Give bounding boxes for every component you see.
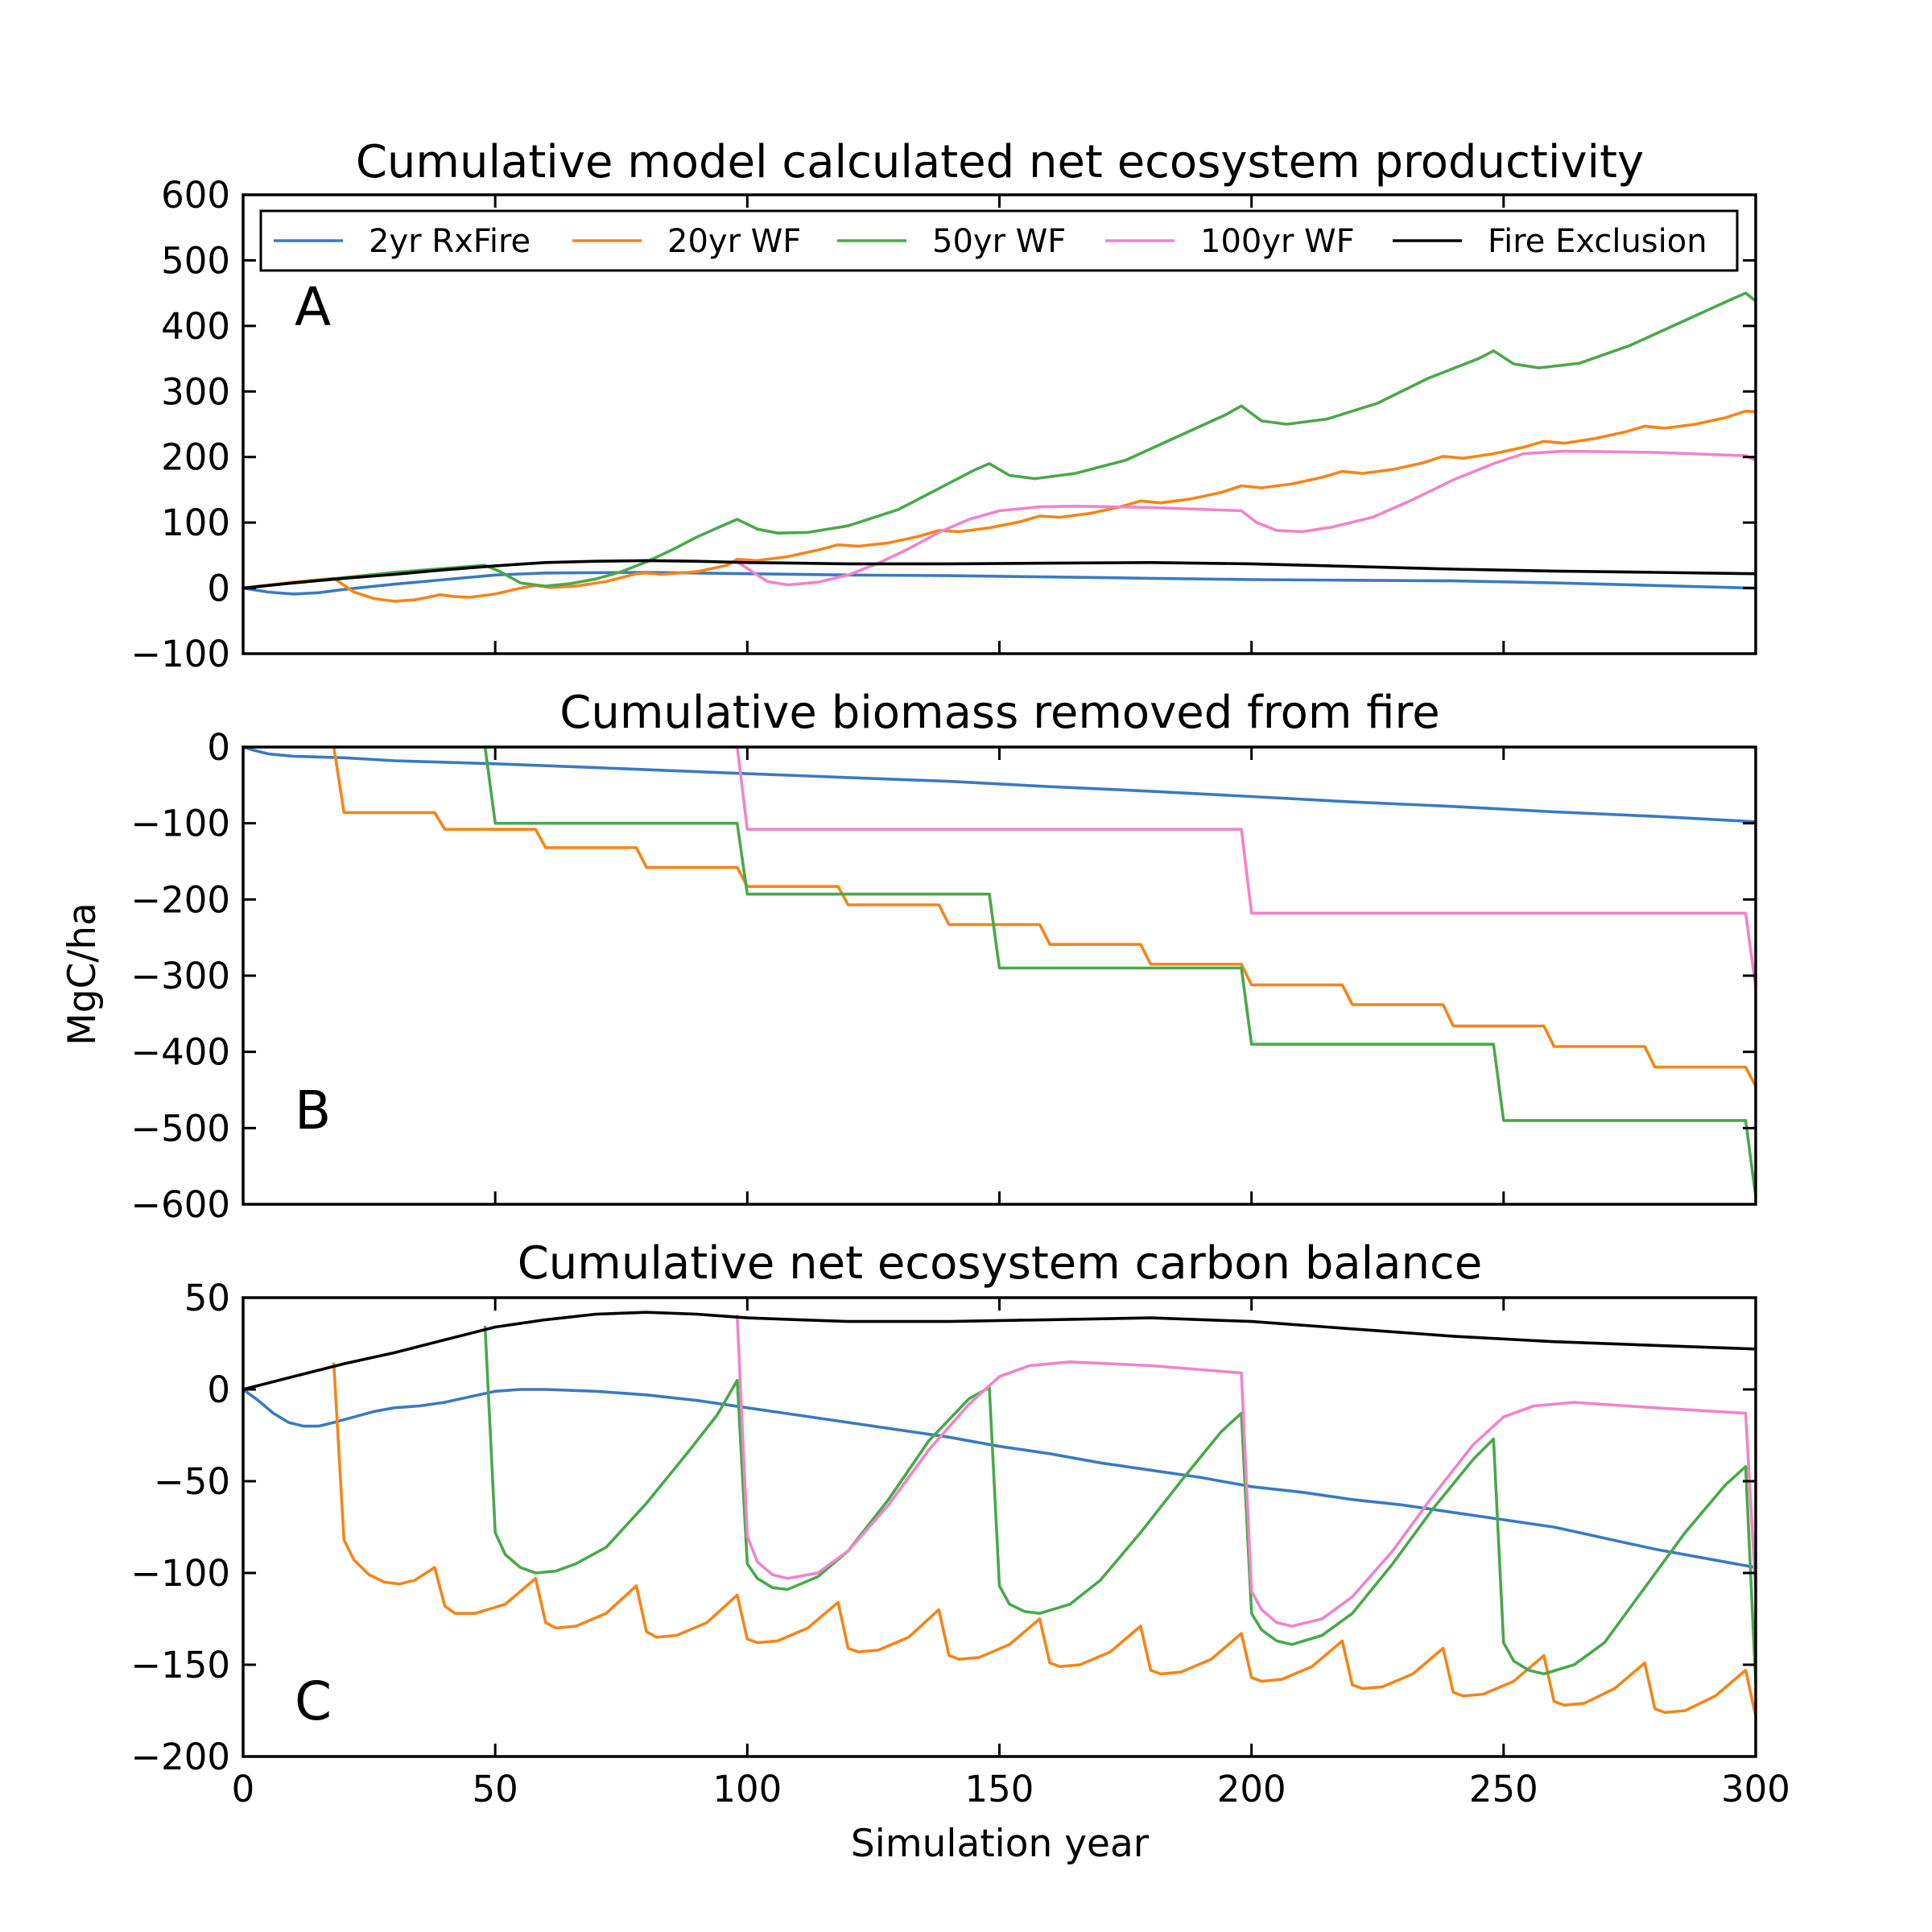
panel-a-yticks: −100 0 100 200 300 400 500 600: [130, 174, 1756, 675]
panel-b-series-100yr-wf: [736, 745, 1757, 989]
y-axis-label: MgC/ha: [60, 902, 105, 1046]
panel-c-ytick-label: −50: [154, 1460, 230, 1503]
panel-a-ytick-label: 600: [161, 174, 230, 217]
panel-a-ytick-label: 100: [161, 502, 230, 544]
panel-a-ytick-label: 300: [161, 370, 230, 413]
panel-a-ytick-label: 400: [161, 305, 230, 348]
legend-entry-fire-exclusion: Fire Exclusion: [1393, 223, 1707, 260]
panel-a-plot: [242, 291, 1757, 603]
panel-c-frame: [242, 1296, 1757, 1758]
panel-b-ytick-label: −300: [130, 955, 230, 997]
panel-c-plot: [242, 1311, 1757, 1718]
panel-c-title: Cumulative net ecosystem carbon balance: [518, 1237, 1483, 1290]
x-tick-label: 250: [1469, 1768, 1538, 1810]
x-tick-label: 200: [1217, 1768, 1286, 1810]
x-tick-label: 50: [473, 1768, 518, 1810]
panel-b: Cumulative biomass removed from fire −60…: [130, 687, 1757, 1226]
panel-b-label: B: [295, 1080, 331, 1141]
x-tick-label: 150: [965, 1768, 1034, 1810]
panel-b-ytick-label: −400: [130, 1031, 230, 1074]
legend-entry-50yr-wf: 50yr WF: [837, 223, 1066, 260]
panel-c-series-20yr-wf: [332, 1362, 1757, 1718]
panel-c-ytick-label: −100: [130, 1552, 230, 1595]
panel-b-ytick-label: −100: [130, 803, 230, 845]
panel-c: Cumulative net ecosystem carbon balance …: [130, 1237, 1790, 1810]
legend: 2yr RxFire 20yr WF 50yr WF 100yr WF Fire Exc…: [259, 209, 1739, 272]
panel-b-ytick-label: 0: [207, 726, 230, 769]
legend-label: Fire Exclusion: [1488, 223, 1707, 260]
panel-c-series-2yr-rxfire: [242, 1388, 1757, 1569]
panel-b-series-50yr-wf: [483, 745, 1757, 1199]
panel-a: Cumulative model calculated net ecosyste…: [130, 136, 1757, 675]
legend-entry-20yr-wf: 20yr WF: [572, 223, 801, 260]
panel-b-ytick-label: −500: [130, 1107, 230, 1150]
legend-label: 50yr WF: [932, 223, 1066, 260]
panel-a-ytick-label: −100: [130, 633, 230, 675]
legend-entry-100yr-wf: 100yr WF: [1105, 223, 1355, 260]
legend-entry-2yr-rxfire: 2yr RxFire: [274, 223, 530, 260]
panel-a-series-100yr-wf: [736, 449, 1757, 587]
panel-c-ytick-label: 50: [184, 1277, 230, 1319]
panel-c-series-fire-exclusion: [242, 1311, 1757, 1391]
panel-b-title: Cumulative biomass removed from fire: [559, 687, 1439, 739]
panel-c-ytick-label: −150: [130, 1644, 230, 1686]
panel-a-title: Cumulative model calculated net ecosyste…: [356, 136, 1644, 188]
panel-b-plot: [242, 745, 1757, 1199]
panel-b-ytick-label: −600: [130, 1183, 230, 1226]
panel-b-xticks: [242, 747, 1757, 1204]
panel-c-ytick-label: −200: [130, 1736, 230, 1778]
panel-c-label: C: [295, 1670, 332, 1732]
panel-c-yticks: −200 −150 −100 −50 0 50: [130, 1277, 1756, 1778]
panel-a-ytick-label: 0: [207, 568, 230, 610]
panel-a-series-50yr-wf: [242, 291, 1757, 590]
panel-a-label: A: [295, 276, 331, 338]
panel-a-series-fire-exclusion: [242, 559, 1757, 590]
panel-c-xticks: 0 50 100 150 200 250 300: [232, 1298, 1790, 1810]
panel-a-series-2yr-rxfire: [242, 571, 1757, 596]
panel-b-ytick-label: −200: [130, 878, 230, 921]
panel-a-frame: [242, 193, 1757, 655]
x-tick-label: 100: [712, 1768, 782, 1810]
panel-b-frame: [242, 745, 1757, 1206]
panel-c-series-100yr-wf: [736, 1315, 1757, 1628]
legend-label: 20yr WF: [667, 223, 801, 260]
panel-c-series-50yr-wf: [483, 1325, 1757, 1685]
panel-a-series-20yr-wf: [242, 409, 1757, 603]
x-axis-label: Simulation year: [851, 1822, 1150, 1866]
panel-b-series-2yr-rxfire: [242, 745, 1757, 824]
panel-c-ytick-label: 0: [207, 1368, 230, 1411]
legend-label: 2yr RxFire: [369, 223, 530, 260]
panel-b-yticks: −600 −500 −400 −300 −200 −100 0: [130, 726, 1756, 1226]
x-tick-label: 0: [232, 1768, 255, 1810]
panel-a-ytick-label: 500: [161, 239, 230, 282]
panel-b-series-20yr-wf: [332, 745, 1757, 1088]
legend-frame: [259, 209, 1739, 272]
legend-label: 100yr WF: [1200, 223, 1355, 260]
panel-a-ytick-label: 200: [161, 436, 230, 479]
x-tick-label: 300: [1721, 1768, 1790, 1810]
